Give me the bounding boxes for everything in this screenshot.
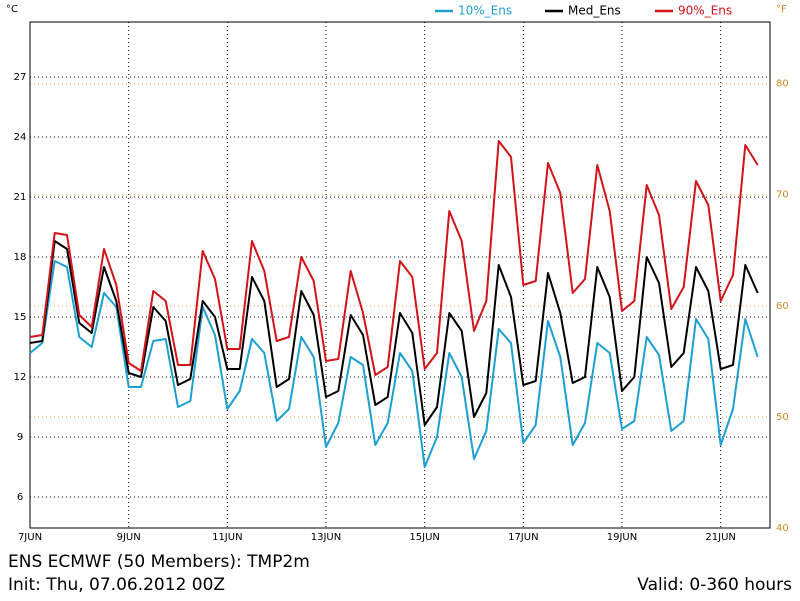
series-line — [29, 260, 759, 468]
x-tick-label: 9JUN — [117, 532, 141, 543]
legend-label: 10%_Ens — [458, 4, 512, 18]
y-axis-label: °C — [6, 4, 18, 15]
chart-subtitle: Init: Thu, 07.06.2012 00Z — [8, 575, 225, 595]
x-tick-label: 21JUN — [705, 532, 735, 543]
y-tick-label: 24 — [14, 132, 27, 143]
y2-tick-label: 60 — [776, 301, 789, 312]
x-tick-label: 7JUN — [18, 532, 42, 543]
y2-tick-label: 40 — [776, 523, 789, 534]
legend-label: 90%_Ens — [678, 4, 732, 18]
y-tick-label: 9 — [17, 432, 23, 443]
x-tick-label: 15JUN — [409, 532, 439, 543]
y2-tick-label: 80 — [776, 79, 789, 90]
y-tick-label: 27 — [14, 72, 27, 83]
series-line — [29, 140, 759, 376]
y-tick-label: 6 — [17, 492, 23, 503]
plot-frame — [29, 21, 771, 529]
y-tick-label: 21 — [14, 192, 27, 203]
y-tick-label: 18 — [14, 252, 27, 263]
chart-title: ENS ECMWF (50 Members): TMP2m — [8, 552, 310, 572]
y2-tick-label: 50 — [776, 412, 789, 423]
y-tick-label: 15 — [14, 312, 27, 323]
x-tick-label: 13JUN — [311, 532, 341, 543]
annotation: Valid: 0-360 hours — [637, 575, 792, 595]
x-tick-label: 11JUN — [212, 532, 242, 543]
y2-tick-label: 70 — [776, 190, 789, 201]
series-line — [29, 240, 759, 426]
y2-axis-label: °F — [776, 4, 787, 15]
legend-label: Med_Ens — [568, 4, 621, 18]
x-tick-label: 17JUN — [508, 532, 538, 543]
x-tick-label: 19JUN — [607, 532, 637, 543]
y-tick-label: 12 — [14, 372, 27, 383]
